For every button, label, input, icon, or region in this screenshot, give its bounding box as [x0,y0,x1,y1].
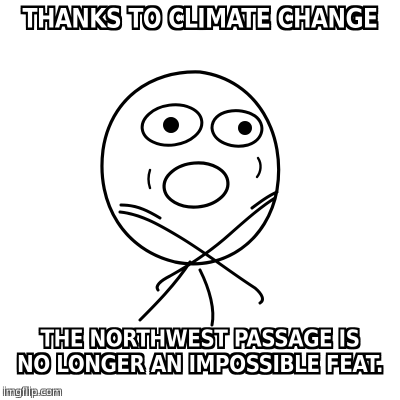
left-cheek-mark [147,168,152,190]
right-cheek-mark [255,156,262,179]
arm-right-upper [250,190,279,210]
body-right [198,268,215,327]
head-outline [100,70,281,266]
top-caption: THANKS TO CLIMATE CHANGE [22,4,378,35]
body-left [138,260,192,322]
arm-left [118,210,264,305]
left-eye [140,103,204,147]
arm-right [155,196,277,292]
right-pupil [238,121,252,135]
left-pupil [163,117,179,133]
arm-left-upper [119,203,162,220]
bottom-caption-line-1: THE NORTHWEST PASSAGE IS [40,324,360,353]
bottom-caption-line-2: NO LONGER AN IMPOSSIBLE FEAT. [16,350,384,378]
watermark: imgflip.com [3,387,62,398]
right-eye [210,109,264,148]
bottom-caption: THE NORTHWEST PASSAGE IS NO LONGER AN IM… [0,326,400,377]
mouth [162,161,230,209]
